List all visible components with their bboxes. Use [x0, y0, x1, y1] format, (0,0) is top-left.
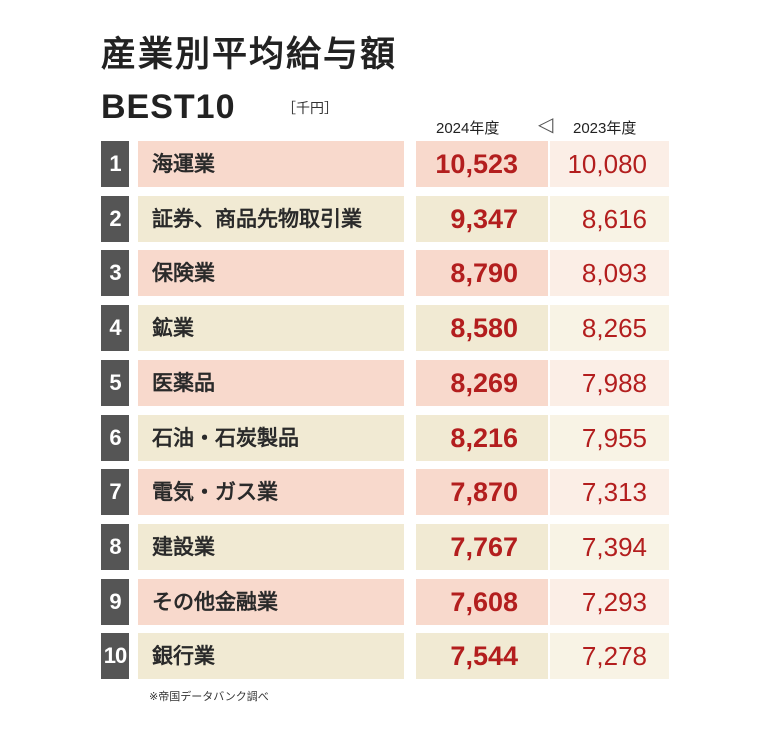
value-2023: 7,394 [581, 532, 647, 562]
value-2023: 8,093 [581, 258, 647, 288]
value-2024: 8,269 [450, 368, 518, 398]
table-row: 10 銀行業 7,544 7,278 [101, 633, 669, 679]
value-2023-cell: 7,278 [550, 633, 669, 679]
table-row: 3 保険業 8,790 8,093 [101, 250, 669, 296]
page-title: 産業別平均給与額 [101, 35, 398, 75]
industry-name: 保険業 [152, 261, 215, 285]
value-2024-cell: 9,347 [416, 196, 548, 242]
industry-cell: 建設業 [138, 524, 404, 570]
industry-name: 銀行業 [152, 644, 215, 668]
page-subtitle: BEST10 [101, 88, 236, 126]
value-2023-cell: 7,988 [550, 360, 669, 406]
value-2023-cell: 7,293 [550, 579, 669, 625]
table-row: 5 医薬品 8,269 7,988 [101, 360, 669, 406]
value-2023: 7,988 [581, 368, 647, 398]
value-2023-cell: 7,313 [550, 469, 669, 515]
value-2024: 8,580 [450, 313, 518, 343]
value-2023: 7,955 [581, 423, 647, 453]
industry-cell: 銀行業 [138, 633, 404, 679]
value-2024-cell: 7,608 [416, 579, 548, 625]
value-2023: 10,080 [567, 149, 647, 179]
column-header-2023: 2023年度 [573, 120, 637, 137]
table-row: 6 石油・石炭製品 8,216 7,955 [101, 415, 669, 461]
value-2024-cell: 8,216 [416, 415, 548, 461]
rank-badge: 1 [101, 141, 129, 187]
value-2024: 7,608 [450, 587, 518, 617]
industry-cell: 海運業 [138, 141, 404, 187]
value-2024-cell: 7,870 [416, 469, 548, 515]
industry-cell: 石油・石炭製品 [138, 415, 404, 461]
value-2024: 7,544 [450, 641, 518, 671]
rank-badge: 7 [101, 469, 129, 515]
value-2024: 7,870 [450, 477, 518, 507]
value-2023: 7,278 [581, 641, 647, 671]
value-2023-cell: 7,394 [550, 524, 669, 570]
value-2024: 8,790 [450, 258, 518, 288]
rank-badge: 5 [101, 360, 129, 406]
table-row: 2 証券、商品先物取引業 9,347 8,616 [101, 196, 669, 242]
industry-name: 建設業 [152, 535, 215, 559]
value-2024-cell: 8,580 [416, 305, 548, 351]
value-2024-cell: 7,544 [416, 633, 548, 679]
industry-cell: 証券、商品先物取引業 [138, 196, 404, 242]
value-2024: 7,767 [450, 532, 518, 562]
rank-badge: 9 [101, 579, 129, 625]
table-row: 7 電気・ガス業 7,870 7,313 [101, 469, 669, 515]
rank-badge: 10 [101, 633, 129, 679]
column-header-2024: 2024年度 [436, 120, 500, 137]
table-row: 8 建設業 7,767 7,394 [101, 524, 669, 570]
industry-cell: 保険業 [138, 250, 404, 296]
industry-name: 海運業 [152, 152, 215, 176]
rank-badge: 8 [101, 524, 129, 570]
rank-badge: 6 [101, 415, 129, 461]
industry-cell: 電気・ガス業 [138, 469, 404, 515]
value-2024-cell: 10,523 [416, 141, 548, 187]
value-2024: 10,523 [435, 149, 518, 179]
value-2024-cell: 8,790 [416, 250, 548, 296]
table-row: 4 鉱業 8,580 8,265 [101, 305, 669, 351]
table-row: 9 その他金融業 7,608 7,293 [101, 579, 669, 625]
value-2023: 8,265 [581, 313, 647, 343]
value-2023-cell: 8,093 [550, 250, 669, 296]
industry-name: その他金融業 [152, 590, 278, 614]
value-2023: 7,293 [581, 587, 647, 617]
table-row: 1 海運業 10,523 10,080 [101, 141, 669, 187]
unit-label: ［千円］ [282, 101, 338, 117]
industry-cell: その他金融業 [138, 579, 404, 625]
value-2024-cell: 7,767 [416, 524, 548, 570]
value-2024-cell: 8,269 [416, 360, 548, 406]
rank-badge: 4 [101, 305, 129, 351]
industry-name: 医薬品 [152, 371, 215, 395]
industry-name: 証券、商品先物取引業 [152, 207, 362, 231]
industry-name: 鉱業 [152, 316, 194, 340]
comparison-arrow-icon: ◁ [538, 114, 554, 136]
value-2024: 8,216 [450, 423, 518, 453]
value-2023: 7,313 [581, 477, 647, 507]
rank-badge: 2 [101, 196, 129, 242]
value-2023-cell: 7,955 [550, 415, 669, 461]
value-2023-cell: 8,265 [550, 305, 669, 351]
industry-cell: 医薬品 [138, 360, 404, 406]
value-2023-cell: 10,080 [550, 141, 669, 187]
value-2023-cell: 8,616 [550, 196, 669, 242]
value-2024: 9,347 [450, 204, 518, 234]
industry-name: 石油・石炭製品 [152, 426, 299, 450]
rank-badge: 3 [101, 250, 129, 296]
footnote: ※帝国データバンク調べ [149, 690, 269, 703]
value-2023: 8,616 [581, 204, 647, 234]
industry-cell: 鉱業 [138, 305, 404, 351]
industry-name: 電気・ガス業 [152, 480, 278, 504]
